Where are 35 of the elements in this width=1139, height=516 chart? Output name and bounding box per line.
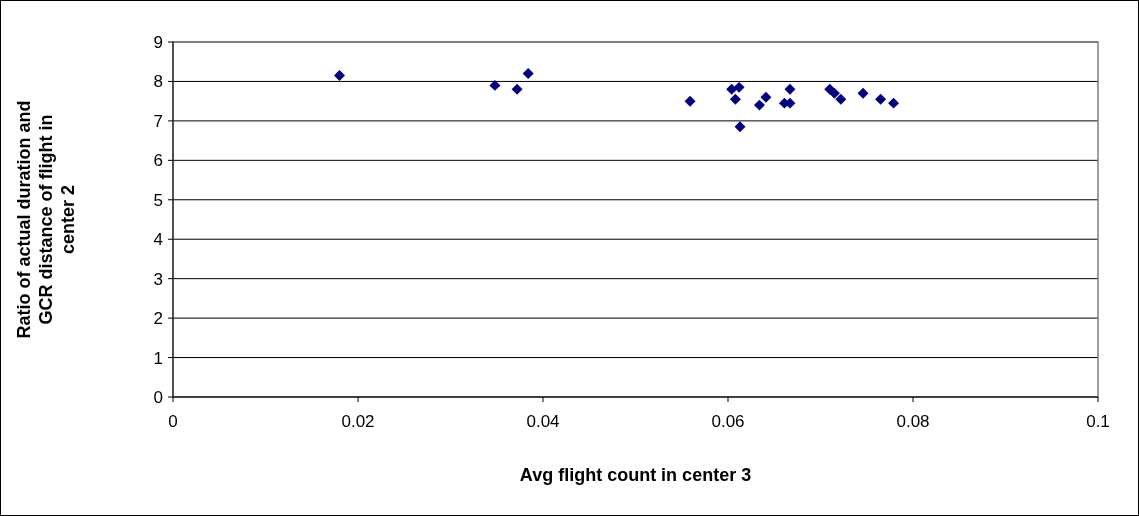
point [875, 93, 887, 105]
point [729, 93, 741, 105]
point [888, 97, 900, 109]
point [784, 83, 796, 95]
x-tick-label: 0 [168, 412, 178, 431]
y-tick-label: 1 [153, 348, 163, 368]
y-tick-label: 3 [153, 269, 163, 289]
point [522, 68, 534, 80]
point [835, 93, 847, 105]
point [760, 91, 772, 103]
x-tick-label: 0.06 [711, 412, 745, 431]
x-tick-label: 0.02 [341, 412, 375, 431]
y-tick-label: 6 [153, 151, 163, 171]
point [753, 99, 765, 111]
point [511, 83, 523, 95]
point [334, 70, 345, 82]
y-tick-label: 4 [153, 230, 163, 250]
point [857, 87, 869, 99]
y-tick-label: 0 [153, 387, 163, 407]
y-axis-title: Ratio of actual duration and GCR distance of flight in center 2 [14, 100, 78, 339]
point [734, 121, 746, 133]
x-tick-label: 0.08 [896, 412, 930, 431]
y-tick-label: 8 [153, 72, 163, 92]
point [733, 81, 745, 93]
x-tick-label: 0.1 [1086, 412, 1110, 431]
point [726, 83, 738, 95]
y-tick-label: 5 [153, 190, 163, 210]
y-tick-label: 7 [153, 111, 163, 131]
point [489, 79, 501, 91]
point [684, 95, 696, 107]
x-axis-title: Avg flight count in center 3 [519, 465, 752, 485]
y-tick-label: 2 [153, 309, 163, 329]
point [828, 87, 840, 99]
y-tick-label: 9 [153, 32, 163, 52]
x-tick-label: 0.04 [526, 412, 560, 431]
